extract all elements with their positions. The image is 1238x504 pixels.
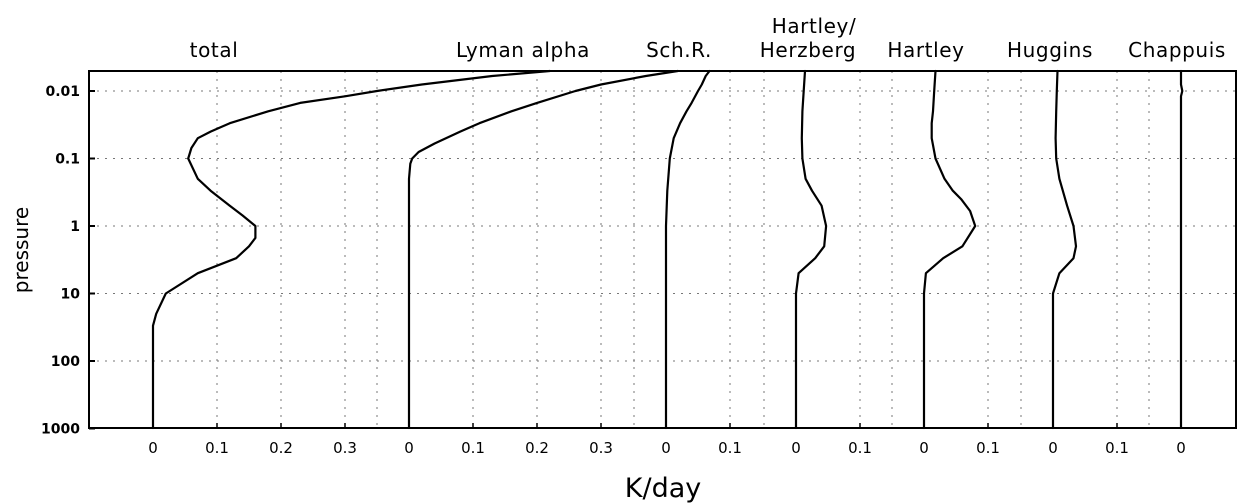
plot-frame <box>88 70 1237 429</box>
x-tick-label: 0 <box>1176 439 1186 457</box>
x-tick-label: 0 <box>919 439 929 457</box>
y-tick-label: 10 <box>61 287 81 303</box>
x-tick-label: 0 <box>148 439 158 457</box>
panel-title: Huggins <box>1007 38 1093 62</box>
y-tick-label: 0.1 <box>55 152 80 168</box>
x-tick-label: 0.1 <box>718 439 742 457</box>
x-tick-label: 0 <box>661 439 671 457</box>
x-tick-label: 0.1 <box>976 439 1000 457</box>
x-tick-label: 0.1 <box>848 439 872 457</box>
x-tick-label: 0 <box>791 439 801 457</box>
y-tick-label: 100 <box>51 354 80 370</box>
y-tick-labels: 0.01 0.1 1 10 100 1000 <box>41 84 95 438</box>
panel-title: Chappuis <box>1128 38 1226 62</box>
curve-layer <box>151 69 1184 430</box>
y-tick-label: 1 <box>70 219 80 235</box>
panel-title: Hartley/ <box>772 14 857 38</box>
series-line-5 <box>1051 69 1078 430</box>
panel-title: Lyman alpha <box>456 38 590 62</box>
grid-layer <box>89 71 1236 428</box>
x-tick-label: 0.2 <box>269 439 293 457</box>
x-tick-label: 0.3 <box>589 439 613 457</box>
panel-title: Sch.R. <box>646 38 712 62</box>
y-tick-label: 0.01 <box>45 84 80 100</box>
panel-title: total <box>190 38 239 62</box>
series-line-4 <box>922 69 977 430</box>
panel-titles: total Lyman alpha Sch.R. Hartley/Herzberg Ha… <box>190 14 1226 62</box>
x-tick-label: 0 <box>1048 439 1058 457</box>
x-tick-label: 0 <box>404 439 414 457</box>
x-axis-label: K/day <box>625 473 701 504</box>
series-line-2 <box>664 69 711 430</box>
x-tick-label: 0.1 <box>1105 439 1129 457</box>
panel-title: Hartley <box>887 38 964 62</box>
series-line-3 <box>794 69 828 430</box>
x-tick-label: 0.1 <box>461 439 485 457</box>
y-axis-label: pressure <box>9 207 33 293</box>
y-tick-label: 1000 <box>41 422 80 438</box>
x-tick-labels: 0 0.1 0.2 0.3 0 0.1 0.2 0.3 0 0.1 0 0.1 0 0.1 0 0.1 0 <box>148 423 1186 457</box>
x-tick-label: 0.3 <box>333 439 357 457</box>
series-line-6 <box>1179 69 1184 430</box>
panel-title: Herzberg <box>760 38 856 62</box>
series-line-1 <box>407 69 679 430</box>
x-tick-label: 0.2 <box>525 439 549 457</box>
series-line-0 <box>151 69 551 430</box>
x-tick-label: 0.1 <box>205 439 229 457</box>
